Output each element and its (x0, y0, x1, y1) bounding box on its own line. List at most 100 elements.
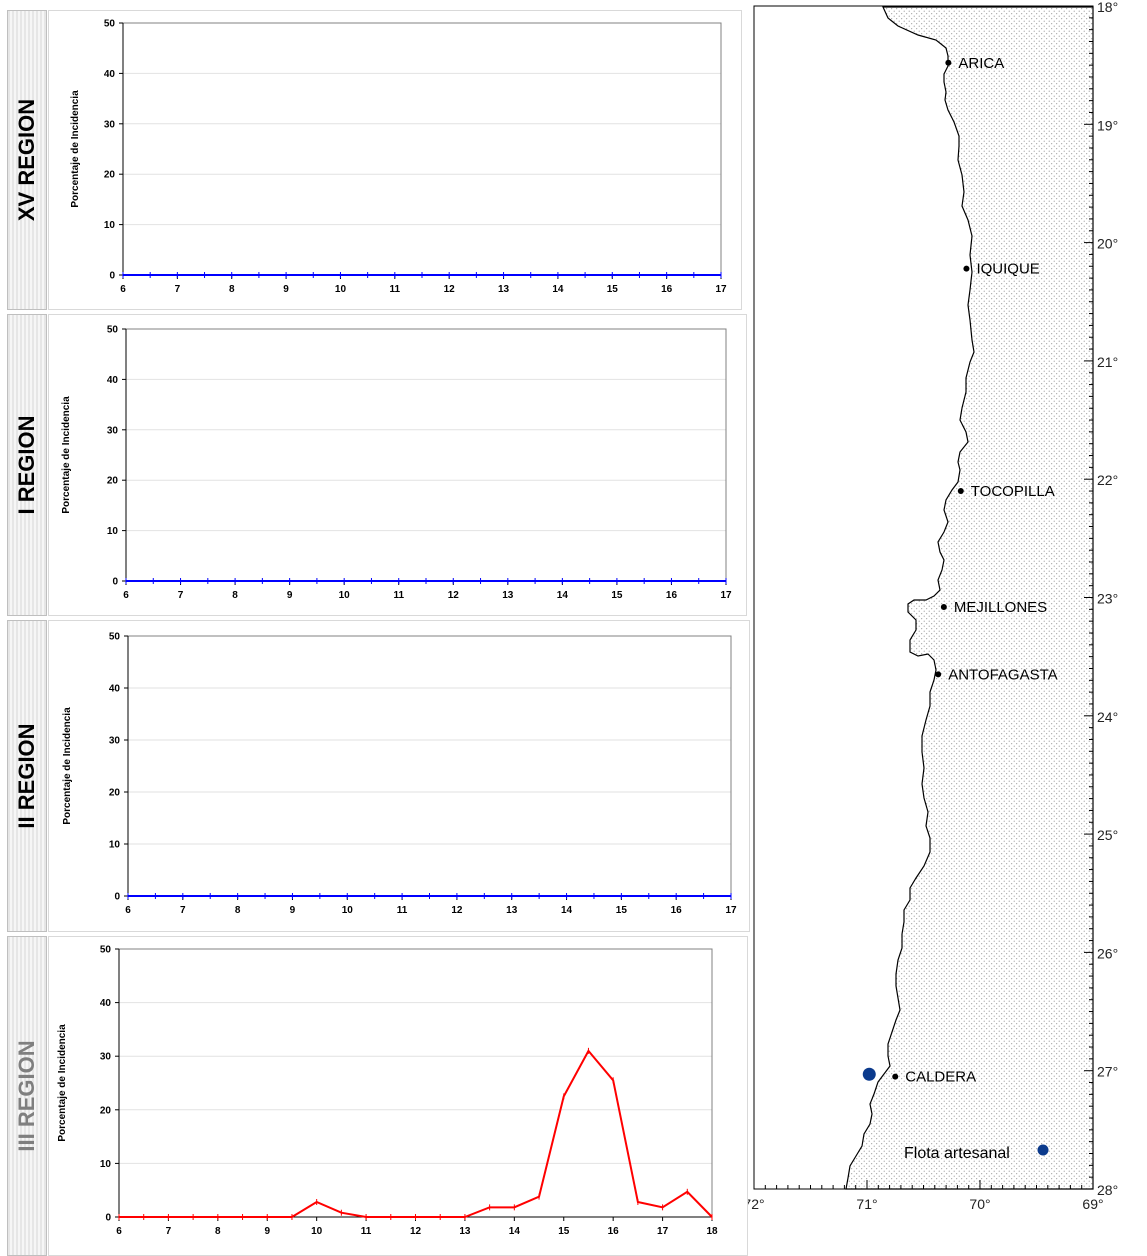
lon-label: 70° (969, 1196, 990, 1212)
x-tick-label: 16 (671, 905, 683, 916)
region-tab-i: I REGION (7, 314, 47, 616)
chart-panel-i: 0 10 20 30 40 50 6 7 8 9 10 11 12 13 14 15 16 17 Porcentaj… (48, 314, 747, 616)
city-label: ANTOFAGASTA (948, 666, 1057, 683)
y-tick-label: 50 (104, 19, 116, 30)
x-tick-label: 12 (410, 1226, 422, 1237)
y-tick-label: 30 (109, 736, 121, 747)
x-tick-label: 13 (498, 284, 510, 295)
lat-label: 25° (1097, 827, 1118, 843)
region-label: I REGION (14, 415, 39, 515)
x-tick-label: 6 (123, 590, 129, 601)
region-tab-xv: XV REGION (7, 10, 47, 310)
lat-label: 20° (1097, 236, 1118, 252)
legend-marker (1037, 1144, 1049, 1156)
lon-tick-labels: 72° 71° 70° 69° (748, 1180, 1104, 1212)
x-tick-label: 11 (361, 1226, 372, 1237)
x-tick-label: 14 (561, 905, 573, 916)
y-tick-label: 40 (109, 684, 121, 695)
x-tick-label: 14 (552, 284, 564, 295)
coast-map: 18° 19° 20° 21° 22° 23° 24° 25° 26° 27° 28° 72° 71°… (748, 0, 1118, 1212)
x-tick-label: 15 (558, 1226, 570, 1237)
city-dot (892, 1073, 899, 1080)
chart-ii: 0 10 20 30 40 50 6 7 8 9 10 11 12 13 14 15 16 17 Porcentaj… (62, 632, 737, 917)
city-label: CALDERA (905, 1069, 976, 1086)
y-tick-label: 50 (107, 325, 119, 336)
y-axis-label: Porcentaje de Incidencia (62, 707, 73, 825)
chart-iii: 0 10 20 30 40 50 6 7 8 9 10 11 12 13 14 15 16 17 18 Porcent… (57, 945, 718, 1238)
x-tick-label: 6 (125, 905, 131, 916)
y-tick-label: 30 (107, 425, 119, 436)
chart-panel-iii: 0 10 20 30 40 50 6 7 8 9 10 11 12 13 14 15 16 17 18 Porcent… (48, 936, 748, 1256)
x-tick-label: 12 (444, 284, 456, 295)
lat-label: 26° (1097, 945, 1118, 961)
x-tick-label: 10 (335, 284, 347, 295)
x-tick-label: 16 (661, 284, 673, 295)
x-tick-label: 13 (459, 1226, 471, 1237)
lon-label: 72° (748, 1196, 765, 1212)
lat-label: 18° (1097, 0, 1118, 15)
x-tick-label: 7 (180, 905, 186, 916)
lat-label: 21° (1097, 354, 1118, 370)
city-label: IQUIQUE (976, 261, 1039, 278)
x-tick-label: 16 (666, 590, 678, 601)
x-tick-label: 9 (287, 590, 293, 601)
y-tick-label: 20 (100, 1105, 112, 1116)
city-label: ARICA (958, 55, 1004, 72)
y-tick-label: 40 (100, 998, 112, 1009)
chart-panel-xv: 0 10 20 30 40 50 6 7 8 9 10 11 12 13 14 15 16 17 Porcentaj… (48, 10, 742, 310)
city-dot (940, 603, 947, 610)
city-dot (963, 265, 970, 272)
lon-label: 69° (1082, 1196, 1103, 1212)
y-tick-label: 40 (107, 375, 119, 386)
x-tick-label: 17 (657, 1226, 669, 1237)
x-tick-label: 12 (451, 905, 463, 916)
x-tick-label: 7 (166, 1226, 172, 1237)
plot-area (122, 22, 722, 276)
x-tick-label: 8 (229, 284, 235, 295)
y-axis-label: Porcentaje de Incidencia (61, 396, 72, 514)
plot-area (125, 328, 727, 582)
chart-xv: 0 10 20 30 40 50 6 7 8 9 10 11 12 13 14 15 16 17 Porcentaj… (70, 19, 727, 296)
lat-label: 28° (1097, 1182, 1118, 1198)
x-tick-label: 12 (448, 590, 460, 601)
y-tick-label: 30 (104, 119, 116, 130)
x-tick-label: 9 (283, 284, 289, 295)
x-tick-label: 8 (235, 905, 241, 916)
x-tick-label: 11 (397, 905, 408, 916)
chart-i: 0 10 20 30 40 50 6 7 8 9 10 11 12 13 14 15 16 17 Porcentaj… (61, 325, 732, 602)
x-tick-label: 9 (290, 905, 296, 916)
x-tick-label: 7 (178, 590, 184, 601)
x-tick-label: 11 (393, 590, 404, 601)
y-tick-label: 10 (109, 840, 121, 851)
x-tick-label: 10 (342, 905, 354, 916)
fleet-station-marker (862, 1067, 876, 1081)
x-tick-label: 9 (264, 1226, 270, 1237)
x-tick-label: 15 (607, 284, 619, 295)
region-label: III REGION (14, 1040, 39, 1152)
lat-label: 23° (1097, 591, 1118, 607)
x-tick-label: 10 (339, 590, 351, 601)
region-tab-iii: III REGION (7, 936, 47, 1256)
plot-area (127, 635, 732, 897)
lat-label: 22° (1097, 472, 1118, 488)
x-tick-label: 6 (116, 1226, 122, 1237)
city-dot (957, 488, 964, 495)
y-tick-label: 50 (100, 945, 112, 956)
city-label: TOCOPILLA (971, 483, 1055, 500)
y-tick-label: 20 (107, 476, 119, 487)
plot-area (118, 948, 713, 1218)
x-tick-label: 18 (706, 1226, 718, 1237)
y-tick-label: 20 (104, 170, 116, 181)
y-axis-label: Porcentaje de Incidencia (70, 90, 81, 208)
x-tick-label: 15 (616, 905, 628, 916)
chart-panel-ii: 0 10 20 30 40 50 6 7 8 9 10 11 12 13 14 15 16 17 Porcentaj… (48, 620, 750, 932)
x-tick-label: 14 (557, 590, 569, 601)
x-tick-label: 10 (311, 1226, 323, 1237)
lat-label: 27° (1097, 1064, 1118, 1080)
x-tick-label: 7 (175, 284, 181, 295)
x-tick-label: 17 (720, 590, 732, 601)
x-tick-label: 17 (725, 905, 737, 916)
city-label: MEJILLONES (954, 599, 1047, 616)
y-tick-label: 10 (104, 220, 116, 231)
region-label: XV REGION (14, 98, 39, 222)
